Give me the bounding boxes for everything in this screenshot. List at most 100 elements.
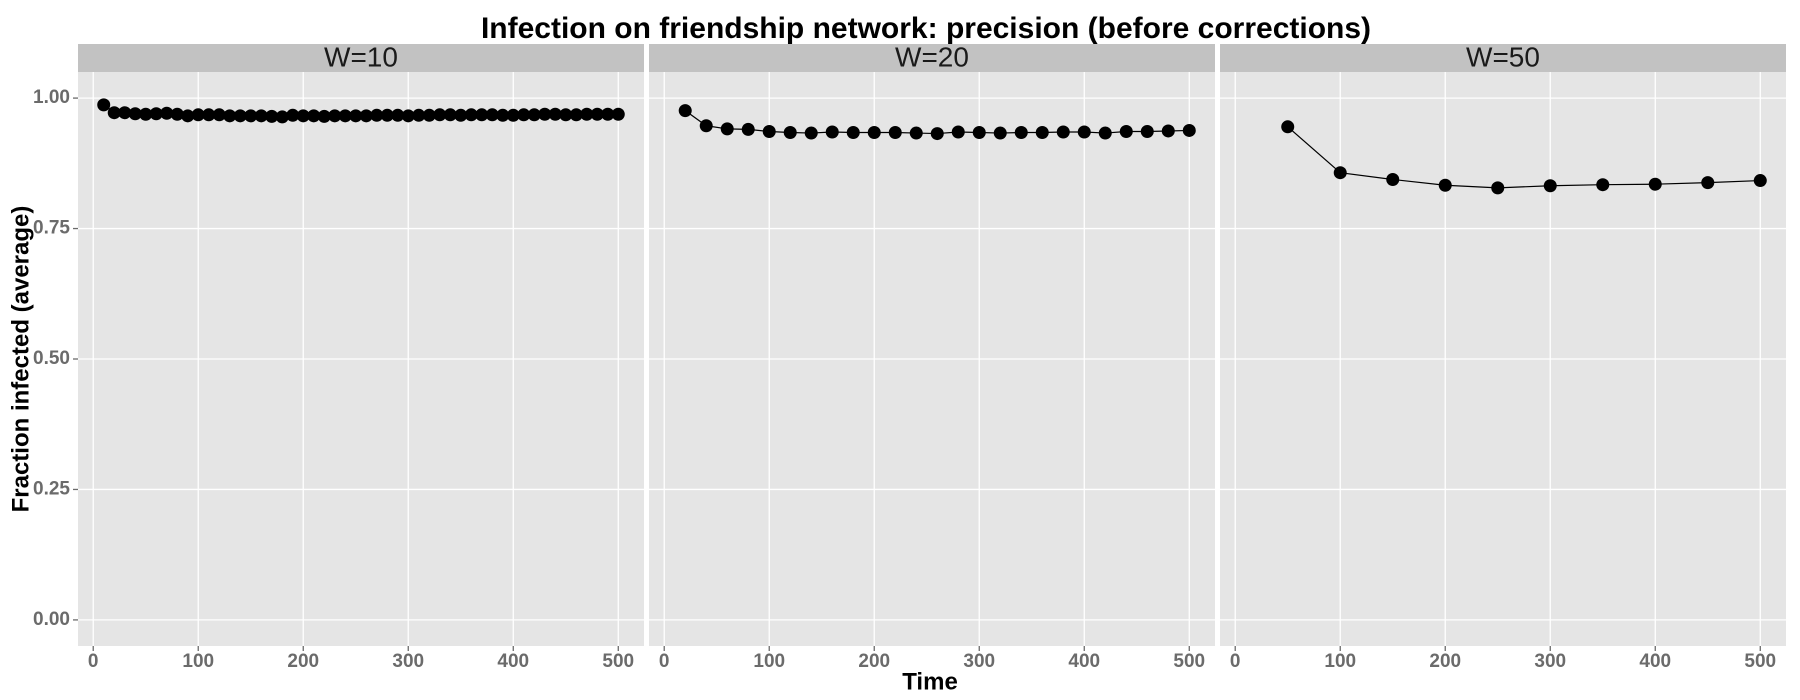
point (485, 108, 499, 122)
y-tick-label: 1.00 (33, 87, 70, 108)
x-tick-label: 500 (1744, 651, 1776, 672)
point (699, 119, 713, 133)
point (1098, 126, 1112, 140)
point (1543, 179, 1557, 193)
point (580, 107, 594, 121)
point (783, 126, 797, 140)
point (538, 107, 552, 121)
point (1753, 174, 1767, 188)
point (1182, 123, 1196, 137)
point (328, 109, 342, 123)
point (741, 122, 755, 136)
point (1077, 125, 1091, 139)
line (1287, 126, 1761, 189)
point (678, 104, 692, 118)
point (454, 108, 468, 122)
x-tick-label: 300 (963, 651, 995, 672)
strip-background (78, 44, 644, 72)
point (254, 109, 268, 123)
point (825, 125, 839, 139)
point (1333, 166, 1347, 180)
point (139, 107, 153, 121)
x-axis-title: Time (902, 668, 958, 695)
point (506, 108, 520, 122)
point (307, 109, 321, 123)
x-tick-label: 400 (1639, 651, 1671, 672)
point (972, 126, 986, 140)
point (496, 108, 510, 122)
chart-title: Infection on friendship network: precisi… (481, 12, 1371, 45)
strip-label: W=20 (895, 41, 969, 72)
point (1438, 178, 1452, 192)
point (149, 107, 163, 121)
point (181, 109, 195, 123)
x-tick-label: 200 (1429, 651, 1461, 672)
point (1035, 126, 1049, 140)
point (296, 109, 310, 123)
point (265, 109, 279, 123)
point (867, 126, 881, 140)
point (349, 109, 363, 123)
point (1596, 178, 1610, 192)
point (286, 108, 300, 122)
y-tick-label: 0.00 (33, 609, 70, 630)
point (223, 109, 237, 123)
point (244, 109, 258, 123)
point (1386, 172, 1400, 186)
point (1648, 177, 1662, 191)
x-tick-label: 0 (1230, 651, 1241, 672)
point (846, 126, 860, 140)
point (118, 106, 132, 120)
point (359, 109, 373, 123)
x-tick-label: 200 (858, 651, 890, 672)
point (993, 126, 1007, 140)
y-axis-title: Fraction infected (average) (7, 206, 34, 513)
point (233, 109, 247, 123)
x-tick-label: 100 (753, 651, 785, 672)
point (401, 109, 415, 123)
point (1140, 124, 1154, 138)
point (527, 108, 541, 122)
point (569, 108, 583, 122)
x-tick-label: 300 (392, 651, 424, 672)
point (951, 125, 965, 139)
x-tick-label: 100 (1324, 651, 1356, 672)
point (475, 108, 489, 122)
point (97, 98, 111, 112)
x-tick-label: 500 (602, 651, 634, 672)
y-tick-label: 0.50 (33, 348, 70, 369)
strip-label: W=10 (324, 41, 398, 72)
point (517, 108, 531, 122)
point (202, 108, 216, 122)
y-tick-label: 0.25 (33, 478, 70, 499)
point (1281, 120, 1295, 134)
point (888, 126, 902, 140)
strip-background (1220, 44, 1786, 72)
x-tick-label: 200 (287, 651, 319, 672)
point (191, 108, 205, 122)
point (804, 126, 818, 140)
point (317, 109, 331, 123)
point (391, 108, 405, 122)
point (1056, 125, 1070, 139)
point (128, 107, 142, 121)
point (762, 124, 776, 138)
point (275, 110, 289, 124)
point (590, 107, 604, 121)
point (380, 108, 394, 122)
point (548, 107, 562, 121)
point (1014, 126, 1028, 140)
y-tick-label: 0.75 (33, 218, 70, 239)
x-tick-label: 300 (1534, 651, 1566, 672)
x-tick-label: 400 (1068, 651, 1100, 672)
point (212, 108, 226, 122)
point (338, 109, 352, 123)
point (1491, 181, 1505, 195)
point (107, 106, 121, 120)
point (422, 108, 436, 122)
point (1119, 124, 1133, 138)
point (930, 127, 944, 141)
point (909, 126, 923, 140)
